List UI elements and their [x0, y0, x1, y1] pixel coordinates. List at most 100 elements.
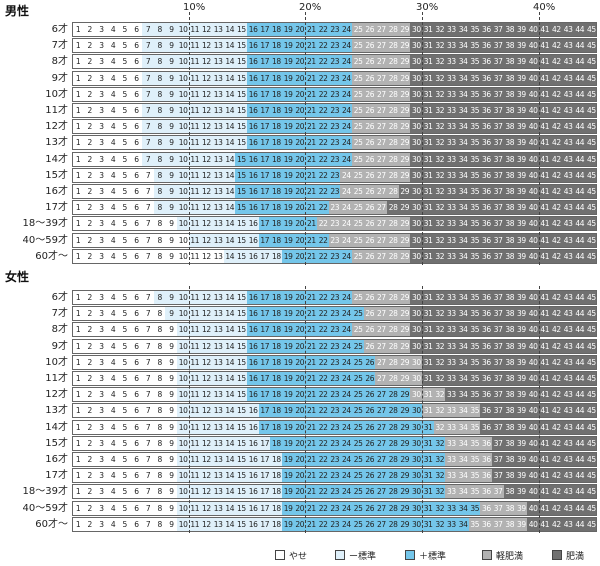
value-cell: 44: [573, 420, 586, 435]
value-cell: 28: [387, 468, 400, 483]
value-cell: 45: [585, 420, 598, 435]
value-cell: 41: [538, 468, 551, 483]
value-cell: 14: [223, 290, 236, 305]
value-cell: 28: [387, 339, 400, 354]
value-cell: 13: [212, 290, 225, 305]
value-cell: 43: [562, 339, 575, 354]
legend-swatch: [405, 550, 415, 560]
value-cell: 44: [573, 517, 586, 532]
value-cell: 11: [188, 452, 201, 467]
value-cell: 38: [503, 87, 516, 102]
value-cell: 10: [177, 38, 190, 53]
value-cell: 3: [95, 135, 108, 150]
value-cell: 30: [410, 339, 423, 354]
value-cell: 44: [573, 306, 586, 321]
value-cell: 44: [573, 436, 586, 451]
value-cell: 8: [153, 249, 166, 264]
value-cell: 32: [433, 119, 446, 134]
value-cell: 39: [515, 517, 528, 532]
value-cell: 24: [340, 436, 353, 451]
value-cell: 6: [130, 168, 143, 183]
value-cell: 25: [352, 216, 365, 231]
value-cell: 27: [375, 371, 388, 386]
value-cell: 9: [165, 103, 178, 118]
value-cell: 26: [363, 306, 376, 321]
value-cell: 20: [293, 103, 306, 118]
value-cell: 32: [433, 216, 446, 231]
value-cell: 18: [270, 38, 283, 53]
value-cell: 43: [562, 371, 575, 386]
value-cell: 9: [165, 233, 178, 248]
value-cell: 32: [433, 38, 446, 53]
value-cell: 5: [118, 22, 131, 37]
value-cell: 44: [573, 355, 586, 370]
value-cell: 2: [83, 436, 96, 451]
value-cell: 34: [457, 119, 470, 134]
value-cell: 36: [480, 484, 493, 499]
value-cell: 42: [550, 517, 563, 532]
value-cell: 22: [317, 54, 330, 69]
value-cell: 27: [375, 306, 388, 321]
value-cell: 36: [480, 200, 493, 215]
value-cell: 30: [410, 184, 423, 199]
value-cell: 30: [410, 468, 423, 483]
value-cell: 23: [328, 468, 341, 483]
value-cell: 3: [95, 420, 108, 435]
value-cell: 37: [492, 403, 505, 418]
value-cell: 45: [585, 184, 598, 199]
legend-swatch: [552, 550, 562, 560]
value-cell: 21: [305, 119, 318, 134]
value-cell: 27: [375, 152, 388, 167]
value-cell: 5: [118, 290, 131, 305]
value-cell: 44: [573, 152, 586, 167]
value-cell: 14: [223, 371, 236, 386]
value-cell: 12: [200, 184, 213, 199]
value-cell: 26: [363, 119, 376, 134]
value-cell: 38: [503, 233, 516, 248]
value-cell: 22: [317, 233, 330, 248]
value-cell: 39: [515, 119, 528, 134]
value-cell: 30: [410, 452, 423, 467]
value-cell: 22: [317, 484, 330, 499]
value-cell: 35: [468, 249, 481, 264]
value-cell: 33: [445, 468, 458, 483]
value-cell: 5: [118, 119, 131, 134]
value-cell: 31: [422, 103, 435, 118]
value-cell: 40: [527, 38, 540, 53]
value-cell: 6: [130, 420, 143, 435]
value-cell: 38: [503, 152, 516, 167]
value-cell: 19: [282, 420, 295, 435]
value-cell: 26: [363, 420, 376, 435]
value-cell: 40: [527, 216, 540, 231]
value-cell: 4: [107, 355, 120, 370]
value-cell: 22: [317, 184, 330, 199]
value-cell: 30: [410, 87, 423, 102]
value-cell: 38: [503, 54, 516, 69]
value-cell: 32: [433, 436, 446, 451]
value-cell: 44: [573, 249, 586, 264]
value-cell: 31: [422, 501, 435, 516]
value-cell: 25: [352, 103, 365, 118]
value-cell: 26: [363, 436, 376, 451]
value-cell: 32: [433, 290, 446, 305]
value-cell: 24: [340, 152, 353, 167]
value-cell: 25: [352, 87, 365, 102]
value-cell: 10: [177, 371, 190, 386]
value-cell: 1: [72, 135, 85, 150]
value-cell: 18: [270, 517, 283, 532]
value-cell: 14: [223, 184, 236, 199]
value-cell: 3: [95, 290, 108, 305]
value-cell: 7: [142, 119, 155, 134]
value-cell: 14: [223, 87, 236, 102]
value-cell: 38: [503, 200, 516, 215]
value-cell: 1: [72, 22, 85, 37]
value-cell: 24: [340, 71, 353, 86]
value-cell: 8: [153, 452, 166, 467]
value-cell: 17: [258, 103, 271, 118]
value-cell: 18: [270, 436, 283, 451]
value-cell: 37: [492, 22, 505, 37]
value-cell: 14: [223, 517, 236, 532]
value-cell: 32: [433, 484, 446, 499]
value-cell: 24: [340, 371, 353, 386]
value-cell: 7: [142, 22, 155, 37]
